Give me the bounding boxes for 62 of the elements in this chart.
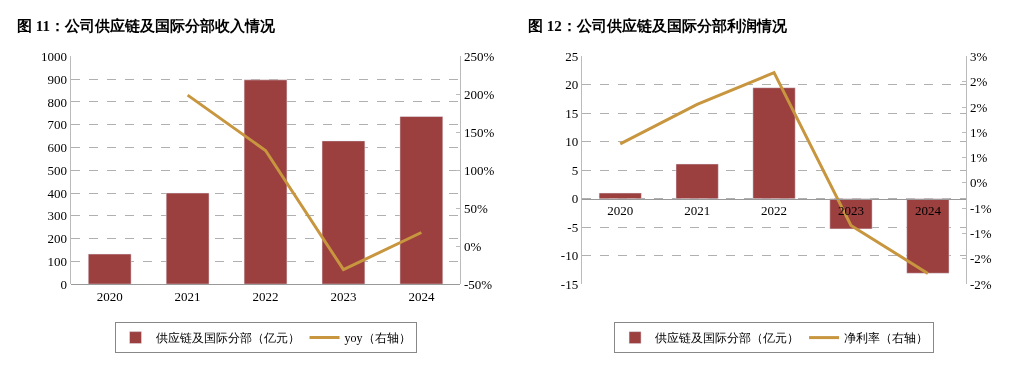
bar [243, 79, 288, 285]
y-tick-label: 900 [47, 71, 68, 87]
legend-label: 供应链及国际分部（亿元） [655, 331, 800, 346]
y2-tick-label: 1% [969, 150, 988, 166]
y-tick-label: 1000 [41, 48, 68, 64]
y-tick-label: -10 [560, 248, 579, 264]
legend-label: yoy（右轴） [344, 331, 411, 346]
x-tick-label: 2022 [761, 203, 788, 219]
bar [399, 116, 444, 285]
chart-title: 图 11：公司供应链及国际分部收入情况 [17, 17, 276, 34]
legend-label: 净利率（右轴） [844, 331, 929, 346]
y-tick-label: 700 [47, 117, 68, 133]
y-tick-label: 15 [565, 105, 579, 121]
y2-tick-label: 1% [969, 124, 988, 140]
y-tick-label: 500 [47, 162, 68, 178]
y2-tick-label: -1% [969, 226, 992, 242]
y-tick-label: 20 [565, 77, 579, 93]
bar [675, 163, 719, 199]
x-tick-label: 2024 [408, 288, 435, 304]
y-tick-label: 5 [571, 162, 579, 178]
x-tick-label: 2020 [96, 288, 123, 304]
legend-label: 供应链及国际分部（亿元） [155, 331, 300, 346]
y-tick-label: 25 [565, 48, 579, 64]
bar [321, 140, 366, 285]
y-tick-label: 300 [47, 208, 68, 224]
bar [906, 198, 950, 274]
y-tick-label: 600 [47, 140, 68, 156]
y-tick-label: -5 [567, 219, 579, 235]
y-tick-label: 100 [47, 253, 68, 269]
y-tick-label: 800 [47, 94, 68, 110]
x-tick-label: 2024 [914, 203, 942, 219]
line-series [186, 93, 423, 272]
y-tick-label: 0 [60, 276, 68, 292]
y-tick-label: 200 [47, 231, 68, 247]
y2-tick-label: 50% [463, 200, 488, 216]
y-tick-label: -15 [560, 276, 579, 292]
chart-title: 图 12：公司供应链及国际分部利润情况 [528, 17, 788, 34]
y2-tick-label: 2% [969, 99, 988, 115]
bar [752, 87, 796, 199]
y2-tick-label: -2% [969, 276, 992, 292]
y2-tick-label: 250% [463, 48, 495, 64]
bar [598, 192, 642, 199]
x-tick-label: 2023 [330, 288, 357, 304]
y2-tick-label: 200% [463, 86, 495, 102]
y2-tick-label: 100% [463, 162, 495, 178]
bar [88, 253, 132, 285]
y2-tick-label: 0% [463, 238, 482, 254]
y2-tick-label: 0% [969, 175, 988, 191]
y2-tick-label: 150% [463, 124, 495, 140]
bar [165, 192, 210, 285]
y-tick-label: 10 [565, 134, 579, 150]
y-tick-label: 400 [47, 185, 68, 201]
y2-tick-label: -1% [969, 200, 992, 216]
y2-tick-label: -50% [463, 276, 493, 292]
x-tick-label: 2020 [607, 203, 634, 219]
y-tick-label: 0 [571, 191, 579, 207]
x-tick-label: 2022 [252, 288, 279, 304]
y2-tick-label: 2% [969, 74, 988, 90]
y2-tick-label: 3% [969, 48, 988, 64]
y2-tick-label: -2% [969, 251, 992, 267]
x-tick-label: 2021 [174, 288, 201, 304]
x-tick-label: 2021 [684, 203, 711, 219]
